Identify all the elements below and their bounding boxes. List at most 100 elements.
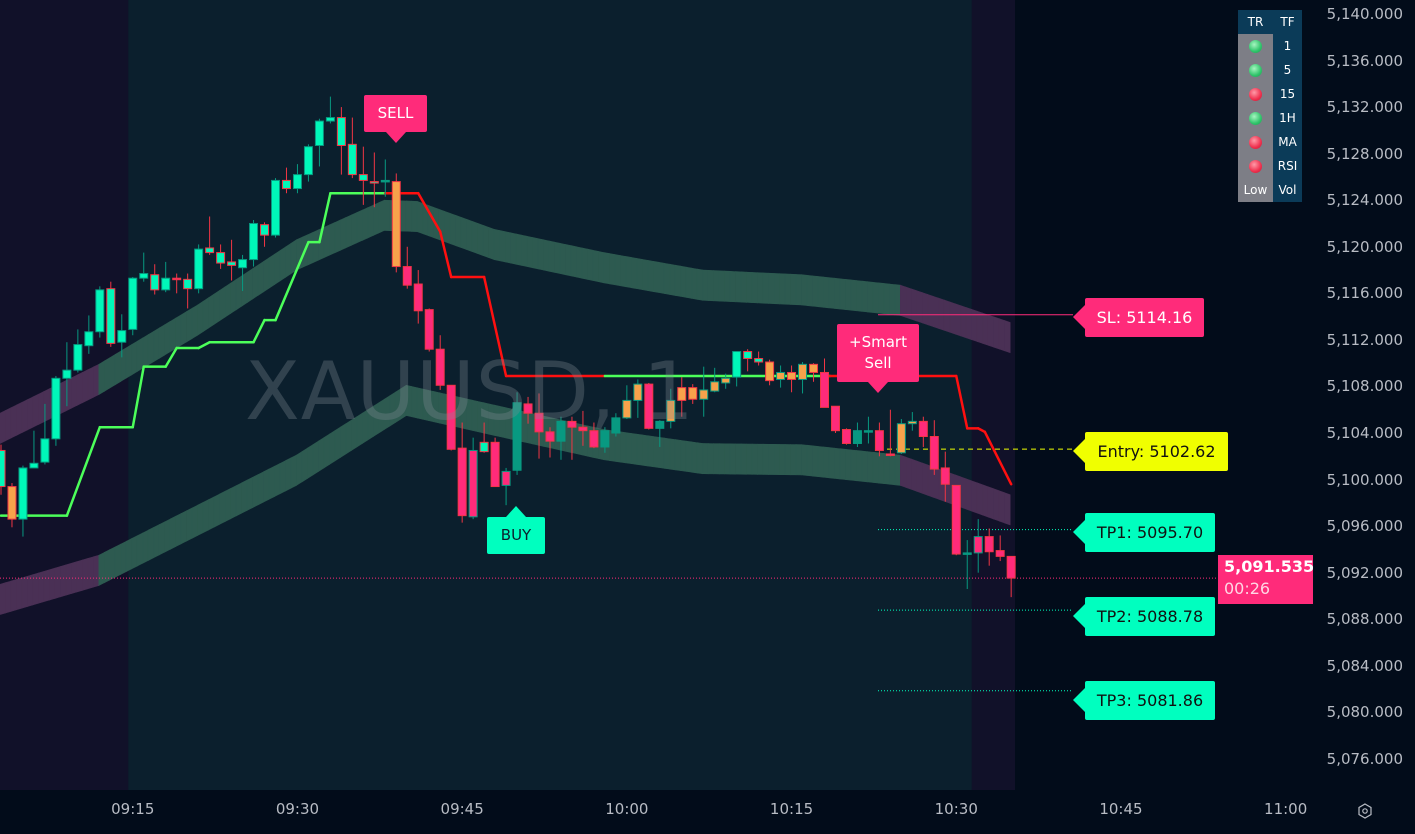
time-tick-label: 10:30	[934, 800, 978, 818]
price-tick-label: 5,108.000	[1326, 377, 1403, 396]
band-0-segment	[609, 253, 616, 286]
band-0-segment	[246, 268, 253, 304]
band-1-segment	[38, 570, 45, 604]
band-0-segment	[696, 268, 704, 301]
time-tick-label: 09:45	[440, 800, 484, 818]
chart-settings-icon[interactable]	[1357, 803, 1373, 819]
candle-body	[40, 438, 50, 463]
band-0-segment	[872, 281, 879, 314]
band-1-segment	[751, 443, 758, 475]
candle	[918, 416, 928, 447]
candle	[468, 437, 478, 520]
candle	[40, 403, 50, 465]
footer-vol: Vol	[1273, 178, 1302, 202]
candle	[391, 173, 401, 273]
candle-body	[622, 399, 632, 419]
candle	[380, 159, 390, 197]
band-1-segment	[960, 476, 967, 510]
band-0-segment	[625, 256, 632, 289]
band-0-segment	[751, 272, 758, 304]
candle-body	[446, 384, 456, 450]
band-1-segment	[982, 484, 989, 518]
band-0-segment	[362, 207, 369, 241]
candle	[644, 382, 654, 430]
band-1-segment	[153, 524, 160, 559]
band-0-segment	[982, 312, 989, 346]
candle	[150, 264, 160, 295]
band-1-segment	[219, 490, 226, 525]
price-tick-label: 5,080.000	[1326, 703, 1403, 722]
band-0-segment	[685, 266, 693, 299]
candle	[183, 273, 193, 309]
band-0-segment	[197, 300, 204, 336]
band-1-segment	[757, 443, 764, 475]
price-tick-label: 5,124.000	[1326, 191, 1403, 210]
candle	[303, 144, 313, 182]
band-0-segment	[416, 200, 424, 235]
band-0-segment	[740, 271, 747, 303]
sell-signal-pointer-icon	[386, 132, 406, 143]
keltner-bands	[0, 199, 1011, 615]
band-1-segment	[713, 443, 720, 475]
band-0-segment	[383, 199, 391, 231]
candle-body	[490, 441, 500, 488]
band-1-segment	[312, 440, 319, 476]
band-1-segment	[971, 480, 978, 514]
candle-body	[424, 309, 434, 350]
band-1-segment	[131, 535, 138, 570]
candle-body	[776, 371, 786, 380]
band-0-segment	[543, 239, 550, 272]
band-1-segment	[318, 437, 325, 472]
band-0-segment	[993, 316, 1000, 350]
candle	[139, 252, 149, 282]
candle-body	[699, 389, 709, 400]
status-cell	[1238, 82, 1273, 106]
band-1-segment	[5, 580, 12, 614]
candle-body	[567, 420, 577, 428]
candle	[896, 419, 906, 454]
candle	[292, 164, 302, 194]
band-0-segment	[274, 250, 281, 286]
candle	[863, 416, 873, 444]
band-1-segment	[175, 513, 182, 548]
candle-body	[798, 363, 808, 380]
band-1-segment	[724, 443, 731, 475]
band-0-segment	[191, 304, 198, 340]
band-0-segment	[32, 393, 39, 428]
band-1-segment	[993, 488, 1000, 522]
band-0-segment	[477, 222, 484, 257]
band-1-segment	[279, 460, 286, 495]
band-0-segment	[493, 228, 500, 262]
band-0-segment	[466, 218, 473, 253]
band-0-segment	[845, 279, 852, 311]
band-0-segment	[21, 399, 28, 434]
band-1-segment	[702, 443, 709, 475]
candle	[358, 146, 368, 205]
band-1-segment	[784, 444, 791, 476]
candle-body	[281, 179, 291, 190]
band-1-segment	[773, 444, 780, 475]
price-tick-label: 5,096.000	[1326, 517, 1403, 536]
band-0-segment	[900, 284, 907, 318]
band-0-segment	[911, 288, 918, 322]
band-1-segment	[109, 546, 116, 581]
candle-body	[303, 146, 313, 176]
band-1-segment	[268, 465, 275, 500]
candle	[798, 362, 808, 394]
candle-body	[556, 420, 566, 442]
candle	[435, 335, 445, 390]
candle	[754, 351, 764, 366]
band-0-segment	[861, 280, 868, 313]
candle-body	[732, 351, 742, 378]
band-0-segment	[631, 257, 638, 290]
candle-body	[183, 278, 193, 290]
band-0-segment	[71, 374, 78, 409]
symbol-watermark: XAUUSD, 1	[245, 345, 695, 438]
candle-body	[205, 247, 215, 254]
candle	[523, 396, 533, 424]
band-0-segment	[570, 245, 577, 278]
band-0-segment	[834, 277, 841, 310]
band-0-segment	[131, 340, 138, 376]
band-0-segment	[724, 270, 731, 302]
